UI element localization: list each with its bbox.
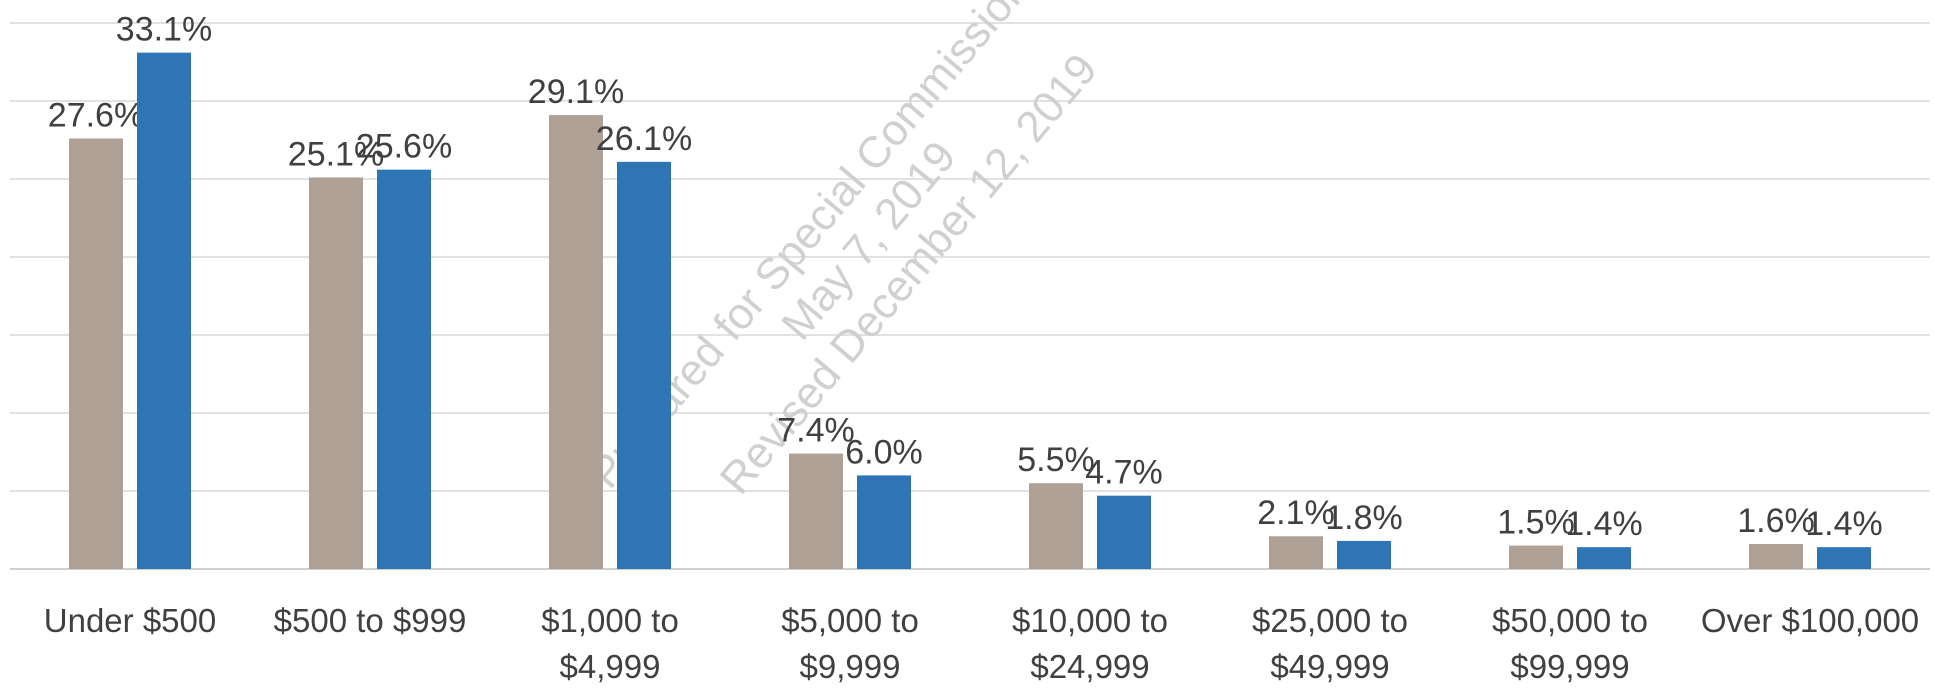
x-tick-label: $50,000 to $99,999	[1492, 602, 1648, 685]
x-tick-label-line: $9,999	[800, 648, 901, 685]
value-label: 25.1%	[288, 135, 384, 173]
value-label: 1.5%	[1497, 504, 1575, 542]
x-tick-label: Over $100,000	[1701, 602, 1919, 639]
x-tick-label-line: Over $100,000	[1701, 602, 1919, 639]
bar	[309, 177, 363, 569]
x-tick-label: $500 to $999	[274, 602, 467, 639]
x-tick-label-line: $4,999	[560, 648, 661, 685]
x-tick-label: $10,000 to $24,999	[1012, 602, 1168, 685]
x-tick-label-line: $99,999	[1510, 648, 1629, 685]
bar	[857, 475, 911, 569]
bar	[1509, 545, 1563, 569]
bar	[1817, 547, 1871, 569]
bar	[1097, 495, 1151, 569]
x-tick-label-line: $500 to $999	[274, 602, 467, 639]
x-tick-label: $1,000 to $4,999	[541, 602, 679, 685]
x-tick-label: Under $500	[44, 602, 216, 639]
value-label: 33.1%	[116, 11, 212, 49]
value-label: 7.4%	[777, 412, 855, 450]
bar	[137, 52, 191, 569]
x-tick-label-line: $25,000 to	[1252, 602, 1408, 639]
x-tick-label: $25,000 to $49,999	[1252, 602, 1408, 685]
bar	[617, 161, 671, 569]
value-label: 1.4%	[1565, 505, 1643, 543]
x-tick-label-line: $49,999	[1270, 648, 1389, 685]
value-label: 4.7%	[1085, 454, 1163, 492]
bar	[1749, 544, 1803, 569]
value-label: 2.1%	[1257, 494, 1335, 532]
bar	[69, 138, 123, 569]
x-tick-label-line: $50,000 to	[1492, 602, 1648, 639]
x-tick-label-line: $24,999	[1030, 648, 1149, 685]
value-label: 26.1%	[596, 120, 692, 158]
value-label: 5.5%	[1017, 441, 1095, 479]
bar	[1337, 540, 1391, 569]
x-tick-label-line: $5,000 to	[781, 602, 919, 639]
value-label: 6.0%	[845, 433, 923, 471]
value-label: 1.4%	[1805, 505, 1883, 543]
x-tick-label-line: $1,000 to	[541, 602, 679, 639]
value-label: 1.8%	[1325, 499, 1403, 537]
value-label: 29.1%	[528, 73, 624, 111]
x-tick-label-line: Under $500	[44, 602, 216, 639]
value-label: 1.6%	[1737, 502, 1815, 540]
value-label: 27.6%	[48, 96, 144, 134]
bar	[1269, 536, 1323, 569]
bar	[1577, 547, 1631, 569]
bar	[1029, 483, 1083, 569]
bar	[377, 169, 431, 569]
bar	[789, 453, 843, 569]
x-tick-label-line: $10,000 to	[1012, 602, 1168, 639]
bar	[549, 115, 603, 569]
value-label: 25.6%	[356, 128, 452, 166]
x-tick-label: $5,000 to $9,999	[781, 602, 919, 685]
